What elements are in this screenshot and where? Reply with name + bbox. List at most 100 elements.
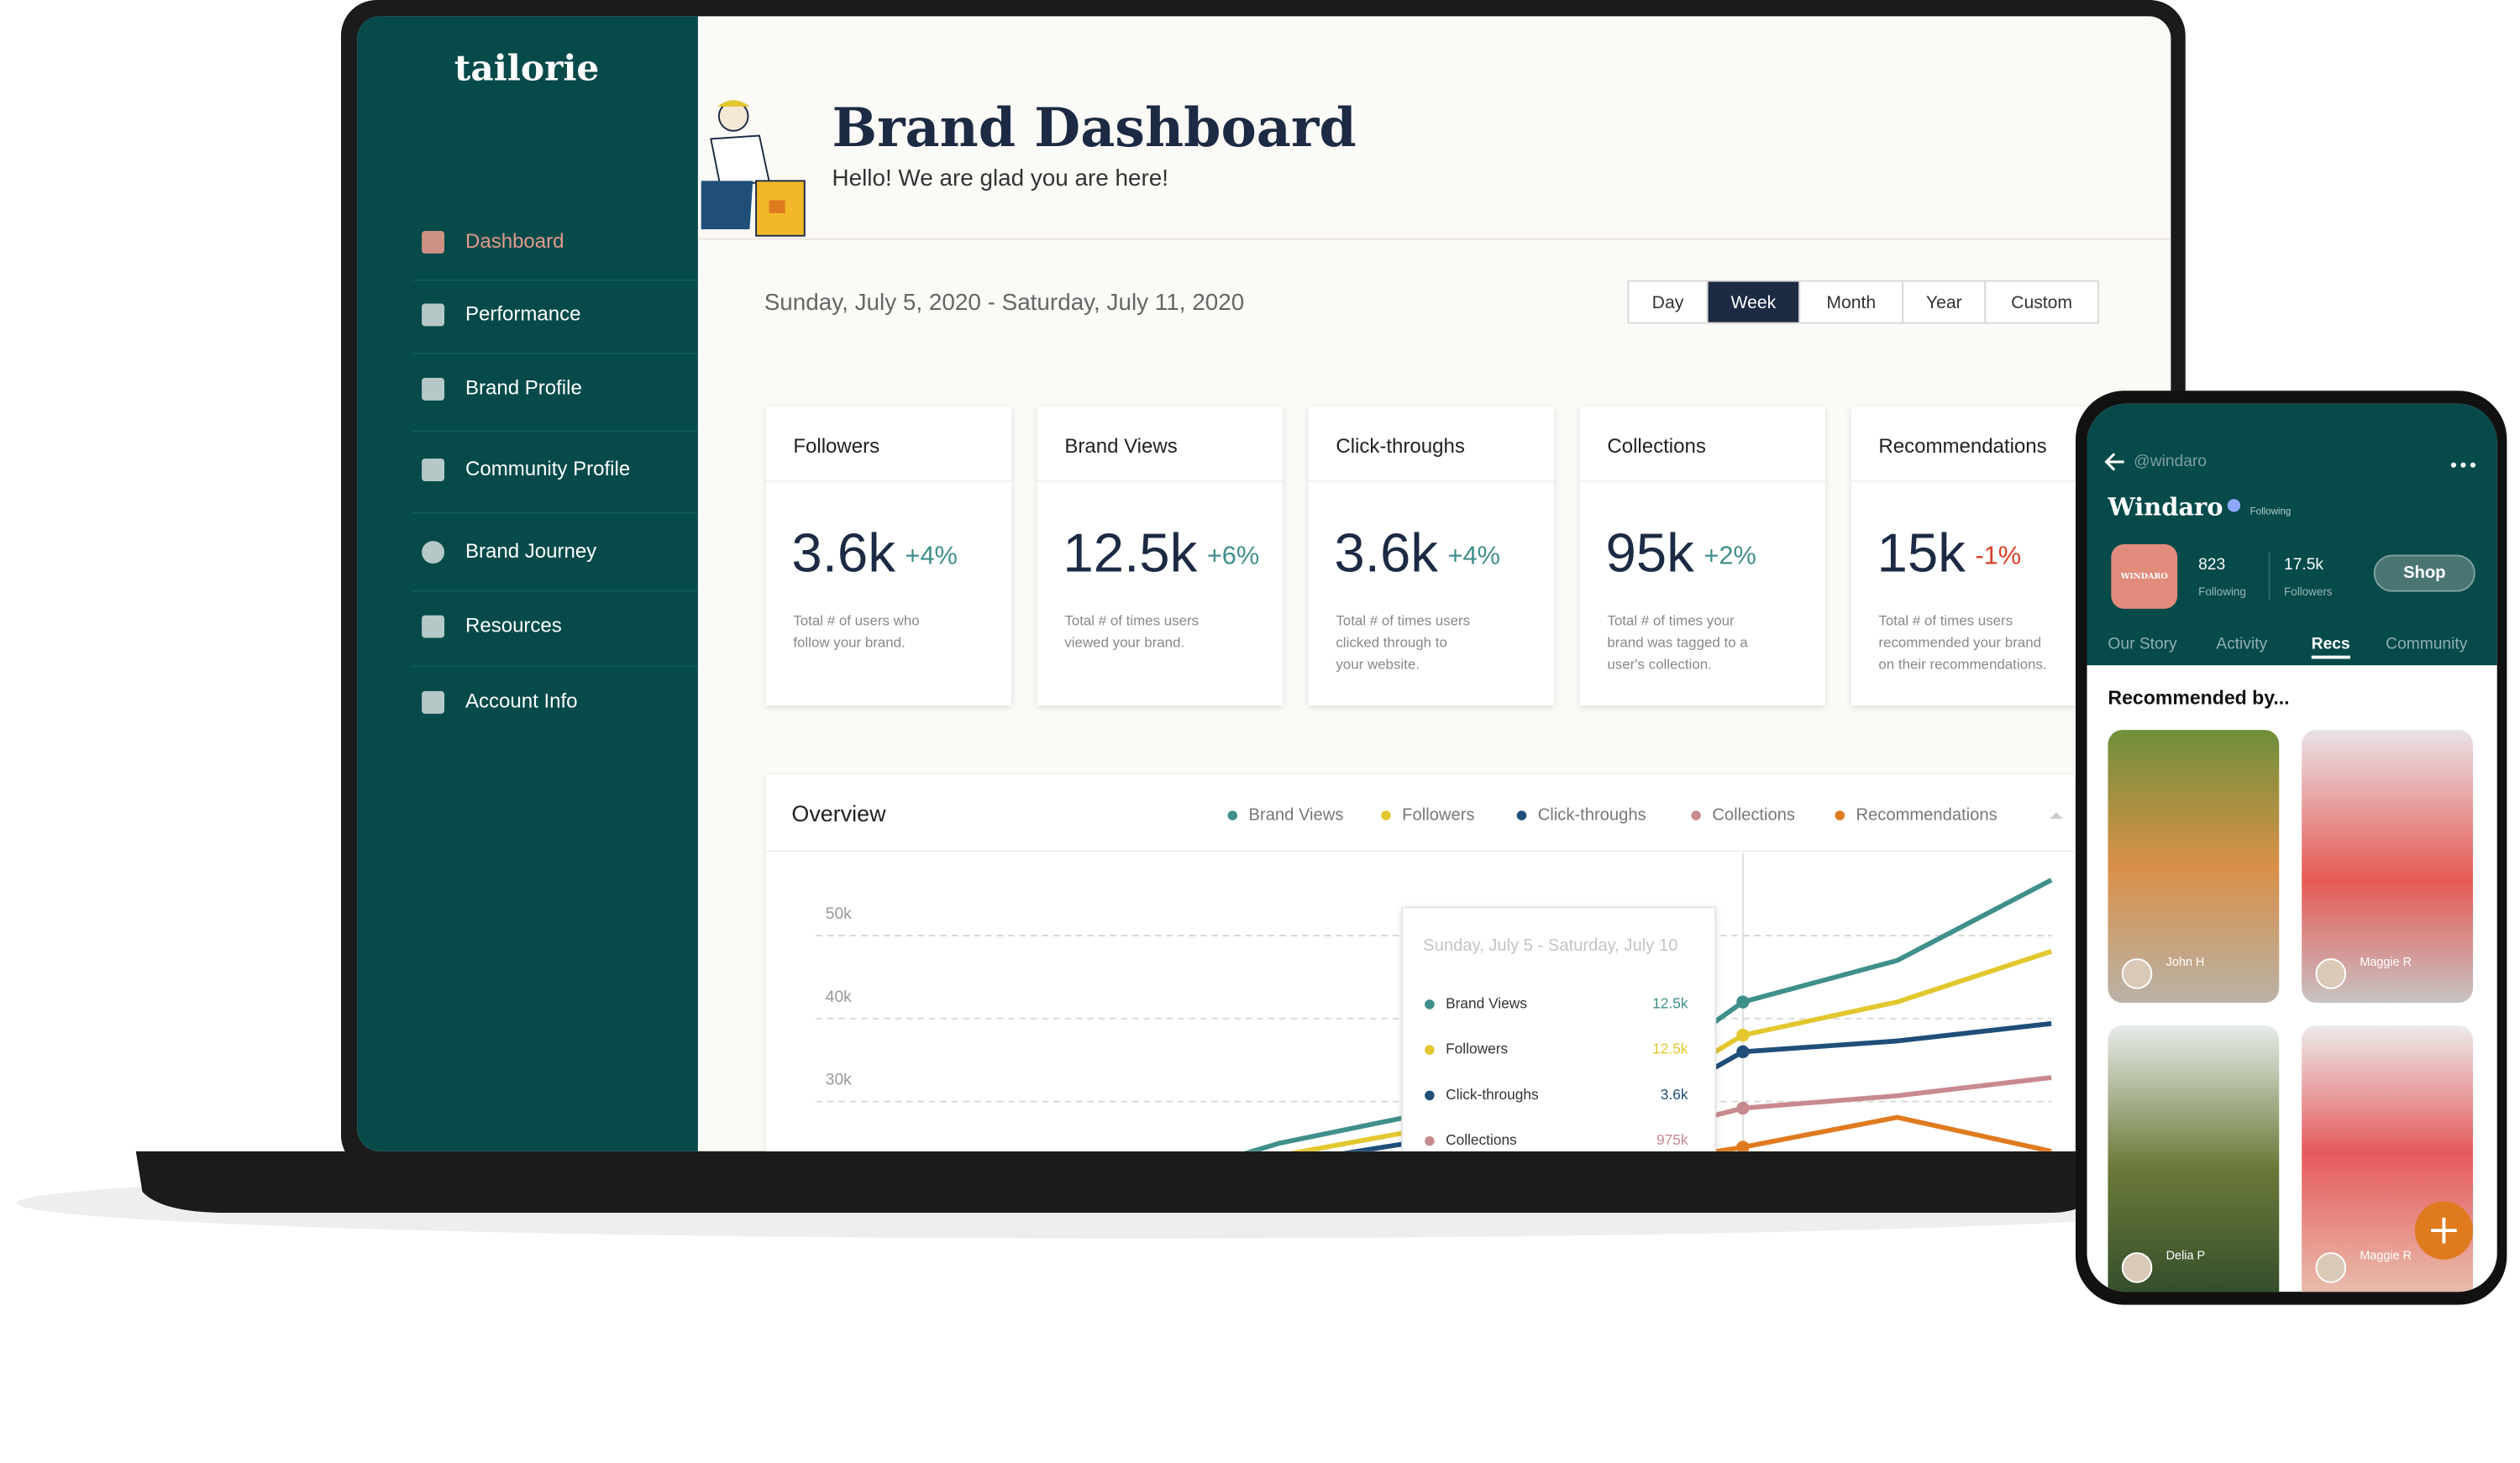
stat-value: 15k -1% (1877, 522, 2021, 584)
stat-card (1037, 406, 1283, 706)
period-label[interactable]: Year (1926, 293, 1962, 312)
stat-description: Total # of times users (1878, 613, 2013, 629)
phone: @windaro Windaro Following WINDARO 823 Follow… (2075, 391, 2507, 1308)
series-line (971, 1075, 2052, 1151)
period-button[interactable] (1798, 280, 1904, 324)
hover-dot (1736, 1101, 1750, 1115)
tooltip-dot (1425, 1045, 1435, 1055)
legend-dot (1227, 810, 1238, 821)
tooltip (1401, 906, 1717, 1151)
phone-header (2087, 403, 2497, 666)
shop-button[interactable] (2373, 554, 2475, 592)
subtitle: Hello! We are glad you are here! (832, 165, 1168, 191)
tooltip-name: Followers (1446, 1041, 1508, 1057)
back-arrow[interactable] (2104, 453, 2124, 471)
stat-label: Click-throughs (1336, 435, 1465, 458)
tooltip-dot (1425, 1090, 1435, 1101)
add-icon[interactable] (2430, 1217, 2457, 1244)
rec-author: Delia P (2166, 1250, 2205, 1263)
phone-handle: @windaro (2134, 453, 2207, 470)
stat-description: brand was tagged to a (1607, 635, 1748, 651)
stat-change: +4% (1448, 540, 1500, 569)
stat-change: +4% (905, 540, 957, 569)
hover-dot (1736, 995, 1750, 1009)
illustration (701, 100, 806, 237)
menu-item[interactable]: Community Profile (465, 458, 630, 480)
stat-description: user's collection. (1607, 657, 1711, 673)
tab-underline (2311, 655, 2350, 659)
rec-author: John H (2166, 956, 2205, 969)
stat-number: 12.5k (1063, 522, 1197, 584)
stat-description: on their recommendations. (1878, 657, 2046, 673)
shop-label[interactable]: Shop (2403, 564, 2445, 582)
rec-image[interactable] (2108, 730, 2280, 1004)
period-label[interactable]: Month (1826, 293, 1876, 312)
tab[interactable]: Our Story (2108, 635, 2177, 653)
stat-change: +6% (1207, 540, 1259, 569)
legend-dot (1691, 810, 1701, 821)
period-button[interactable] (1902, 280, 1987, 324)
stat-change: +2% (1704, 540, 1756, 569)
menu-item[interactable]: Resources (465, 614, 562, 637)
period-label[interactable]: Custom (2011, 293, 2072, 312)
menu-item[interactable]: Dashboard (465, 230, 564, 253)
stat-description: your website. (1336, 657, 1420, 673)
date-range: Sunday, July 5, 2020 - Saturday, July 11… (764, 289, 1244, 315)
period-label[interactable]: Week (1731, 293, 1777, 312)
rec-image[interactable] (2108, 1025, 2280, 1308)
period-button[interactable] (1627, 280, 1709, 324)
stat-label: Brand Views (1064, 435, 1177, 458)
tab[interactable]: Recs (2312, 635, 2350, 653)
chart-title: Overview (791, 801, 886, 826)
menu-dot[interactable] (2460, 462, 2466, 468)
tooltip-title: Sunday, July 5 - Saturday, July 10 (1423, 936, 1677, 955)
menu-icon (422, 377, 445, 401)
stat-card (1308, 406, 1554, 706)
legend-caret (2050, 812, 2063, 819)
phone-screen: @windaro Windaro Following WINDARO 823 Follow… (2087, 403, 2497, 1308)
stat-label: Recommendations (1878, 435, 2046, 458)
stat-change: -1% (1975, 540, 2021, 569)
legend-label: Followers (1402, 805, 1474, 824)
brand-logo (2111, 543, 2178, 609)
stat-card (1851, 406, 2097, 706)
tab[interactable]: Activity (2216, 635, 2267, 653)
menu-item[interactable]: Brand Profile (465, 377, 582, 400)
stat-description: viewed your brand. (1064, 635, 1184, 651)
sidebar (357, 16, 698, 1151)
stat-description: Total # of times your (1607, 613, 1735, 629)
stat-number: 3.6k (791, 522, 895, 584)
avatar (2121, 1252, 2153, 1283)
tab[interactable]: Community (2386, 635, 2468, 653)
stat-number: 95k (1605, 522, 1694, 584)
hover-dot (1736, 1141, 1750, 1151)
period-label[interactable]: Day (1652, 293, 1684, 312)
menu-item[interactable]: Performance (465, 302, 580, 325)
tooltip-value: 12.5k (1652, 995, 1688, 1012)
stat-label: Collections (1607, 435, 1705, 458)
menu-icon (422, 615, 445, 638)
rec-image[interactable] (2302, 730, 2473, 1004)
menu-item[interactable]: Brand Journey (465, 540, 596, 563)
title: Brand Dashboard (832, 96, 1356, 159)
legend-dot (1835, 810, 1845, 821)
followers-label: Followers (2284, 585, 2333, 598)
following-count: 823 (2198, 556, 2225, 574)
stat-description: recommended your brand (1878, 635, 2041, 651)
section-title: Recommended by... (2108, 687, 2289, 709)
logo: tailorie (454, 47, 600, 89)
stat-value: 3.6k +4% (1334, 522, 1499, 584)
period-button[interactable] (1984, 280, 2099, 324)
y-tick-label: 50k (826, 905, 852, 923)
period-button[interactable] (1706, 280, 1801, 324)
screen: tailorie Dashboard Performance Brand Profil… (357, 16, 2171, 1151)
menu-item[interactable]: Account Info (465, 690, 578, 713)
stat-card (1579, 406, 1825, 706)
avatar (2315, 1252, 2347, 1283)
menu-dot[interactable] (2450, 462, 2456, 468)
brand-name: Windaro (2107, 493, 2223, 522)
menu-dot[interactable] (2470, 462, 2476, 468)
legend-label: Click-throughs (1538, 805, 1646, 824)
